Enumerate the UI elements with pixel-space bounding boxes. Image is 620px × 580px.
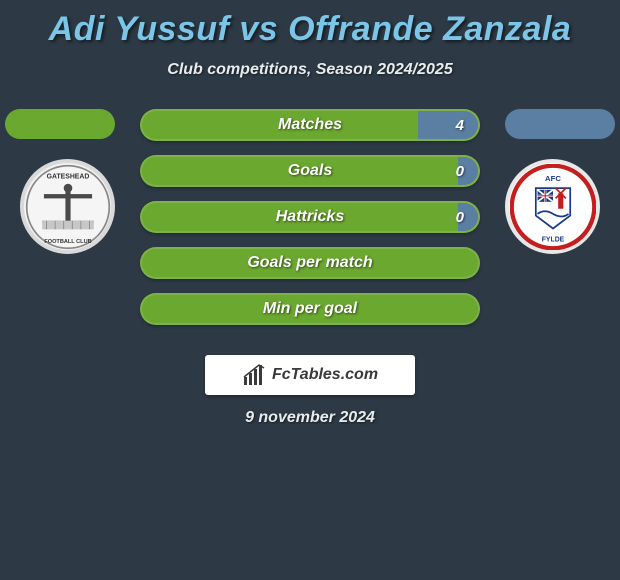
stat-bar-goals: Goals 0: [140, 155, 480, 187]
stat-bar-hattricks: Hattricks 0: [140, 201, 480, 233]
source-logo-text: FcTables.com: [272, 366, 378, 384]
page-title: Adi Yussuf vs Offrande Zanzala: [0, 0, 620, 49]
stat-label: Hattricks: [276, 208, 344, 226]
gateshead-crest-icon: GATESHEAD FOOTBALL CLUB: [25, 164, 111, 250]
stat-right-value: 0: [456, 163, 464, 180]
stat-bars: Matches 4 Goals 0 Hattricks 0 Goals per match M…: [140, 109, 480, 325]
bar-chart-icon: [242, 363, 266, 387]
stat-label: Goals: [288, 162, 332, 180]
right-team-badge: AFC FYLDE: [505, 159, 600, 254]
subtitle: Club competitions, Season 2024/2025: [0, 61, 620, 79]
date-label: 9 november 2024: [0, 409, 620, 427]
right-pill: [505, 109, 615, 139]
stat-label: Goals per match: [247, 254, 372, 272]
svg-text:GATESHEAD: GATESHEAD: [46, 173, 89, 180]
left-team-badge: GATESHEAD FOOTBALL CLUB: [20, 159, 115, 254]
stat-right-value: 4: [456, 117, 464, 134]
stat-right-value: 0: [456, 209, 464, 226]
svg-text:AFC: AFC: [545, 174, 561, 183]
source-logo-box: FcTables.com: [205, 355, 415, 395]
svg-text:FOOTBALL CLUB: FOOTBALL CLUB: [44, 239, 91, 245]
svg-text:FYLDE: FYLDE: [541, 236, 564, 243]
stat-label: Min per goal: [263, 300, 357, 318]
stat-bar-right-fill: [418, 111, 478, 139]
left-pill: [5, 109, 115, 139]
afc-fylde-crest-icon: AFC FYLDE: [510, 164, 596, 250]
stat-bar-goals-per-match: Goals per match: [140, 247, 480, 279]
stat-label: Matches: [278, 116, 342, 134]
stat-bar-matches: Matches 4: [140, 109, 480, 141]
stat-bar-min-per-goal: Min per goal: [140, 293, 480, 325]
